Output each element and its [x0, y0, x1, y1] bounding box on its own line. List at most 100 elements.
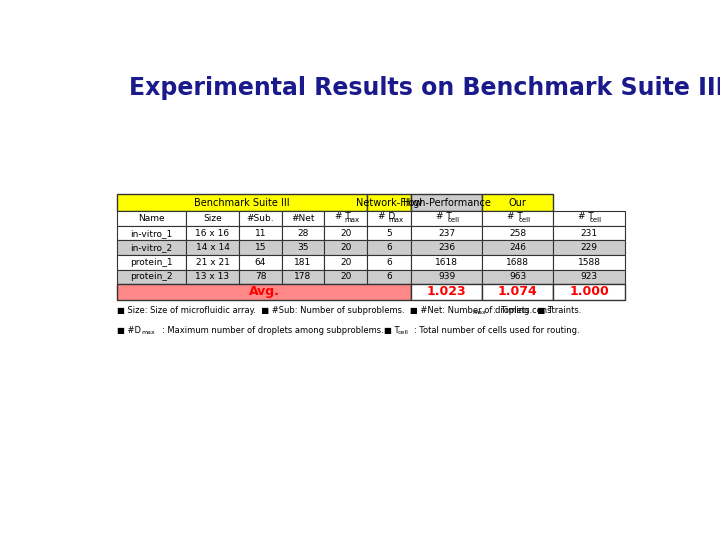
Text: 11: 11 [255, 229, 266, 238]
Text: Network-Flow: Network-Flow [356, 198, 423, 208]
Text: Avg.: Avg. [248, 285, 279, 298]
Text: Experimental Results on Benchmark Suite III: Experimental Results on Benchmark Suite … [129, 76, 720, 100]
Text: 35: 35 [297, 243, 309, 252]
Text: 181: 181 [294, 258, 312, 267]
Text: 6: 6 [387, 258, 392, 267]
Bar [411, 194, 482, 212]
Text: # T: # T [507, 212, 523, 221]
Bar [411, 240, 482, 255]
Text: cell: cell [447, 218, 459, 224]
Text: max: max [141, 330, 155, 335]
Text: protein_2: protein_2 [130, 272, 173, 281]
Bar [411, 226, 482, 240]
Bar [117, 240, 186, 255]
Bar [117, 255, 186, 269]
Bar [324, 240, 367, 255]
Text: max: max [345, 218, 360, 224]
Text: # D: # D [378, 212, 395, 221]
Text: 1688: 1688 [506, 258, 529, 267]
Bar [186, 240, 239, 255]
Text: 1.000: 1.000 [570, 285, 609, 298]
Bar [482, 269, 554, 284]
Text: # T: # T [436, 212, 451, 221]
Bar [282, 212, 324, 226]
Text: 963: 963 [509, 272, 526, 281]
Bar [239, 212, 282, 226]
Text: 246: 246 [509, 243, 526, 252]
Text: 21 x 21: 21 x 21 [196, 258, 230, 267]
Text: Name: Name [138, 214, 165, 223]
Text: ■ Size: Size of microfluidic array.  ■ #Sub: Number of subproblems.  ■ #Net: Num: ■ Size: Size of microfluidic array. ■ #S… [117, 306, 553, 315]
Bar [324, 226, 367, 240]
Text: 6: 6 [387, 243, 392, 252]
Text: 14 x 14: 14 x 14 [196, 243, 230, 252]
Bar [367, 194, 411, 212]
Bar [282, 240, 324, 255]
Bar [482, 212, 554, 226]
Text: max: max [472, 310, 486, 315]
Text: Our: Our [509, 198, 527, 208]
Bar [482, 194, 554, 212]
Text: in-vitro_2: in-vitro_2 [130, 243, 172, 252]
Text: Benchmark Suite III: Benchmark Suite III [194, 198, 290, 208]
Bar [367, 269, 411, 284]
Text: 16 x 16: 16 x 16 [195, 229, 230, 238]
Bar [186, 226, 239, 240]
Bar [239, 269, 282, 284]
Bar [554, 240, 625, 255]
Bar [324, 212, 367, 226]
Bar [411, 269, 482, 284]
Bar [411, 255, 482, 269]
Text: 258: 258 [509, 229, 526, 238]
Text: 237: 237 [438, 229, 455, 238]
Text: 939: 939 [438, 272, 455, 281]
Text: 1618: 1618 [435, 258, 458, 267]
Text: 20: 20 [340, 243, 351, 252]
Bar [282, 269, 324, 284]
Text: 5: 5 [387, 229, 392, 238]
Text: High-Performance: High-Performance [402, 198, 490, 208]
Text: max: max [388, 218, 403, 224]
Bar [117, 226, 186, 240]
Bar [186, 212, 239, 226]
Bar [239, 240, 282, 255]
Bar [117, 284, 411, 300]
Text: cell: cell [397, 330, 408, 335]
Bar [117, 212, 186, 226]
Text: : Total number of cells used for routing.: : Total number of cells used for routing… [414, 326, 580, 335]
Bar [324, 269, 367, 284]
Bar [117, 269, 186, 284]
Bar [186, 269, 239, 284]
Text: cell: cell [518, 218, 531, 224]
Text: 6: 6 [387, 272, 392, 281]
Bar [282, 226, 324, 240]
Text: protein_1: protein_1 [130, 258, 173, 267]
Bar [482, 240, 554, 255]
Text: # T: # T [335, 212, 351, 221]
Bar [554, 255, 625, 269]
Bar [411, 284, 482, 300]
Bar [367, 212, 411, 226]
Text: 28: 28 [297, 229, 309, 238]
Bar [282, 255, 324, 269]
Text: : Maximum number of droplets among subproblems.: : Maximum number of droplets among subpr… [162, 326, 390, 335]
Text: 178: 178 [294, 272, 312, 281]
Text: 20: 20 [340, 272, 351, 281]
Bar [324, 255, 367, 269]
Bar [239, 255, 282, 269]
Text: 236: 236 [438, 243, 455, 252]
Bar [117, 194, 367, 212]
Text: 15: 15 [255, 243, 266, 252]
Text: 231: 231 [580, 229, 598, 238]
Text: 78: 78 [255, 272, 266, 281]
Text: 1.023: 1.023 [427, 285, 467, 298]
Text: 923: 923 [580, 272, 598, 281]
Bar [411, 212, 482, 226]
Bar [367, 226, 411, 240]
Text: 20: 20 [340, 229, 351, 238]
Text: 1588: 1588 [577, 258, 600, 267]
Text: # T: # T [578, 212, 594, 221]
Bar [482, 226, 554, 240]
Bar [482, 284, 554, 300]
Text: 20: 20 [340, 258, 351, 267]
